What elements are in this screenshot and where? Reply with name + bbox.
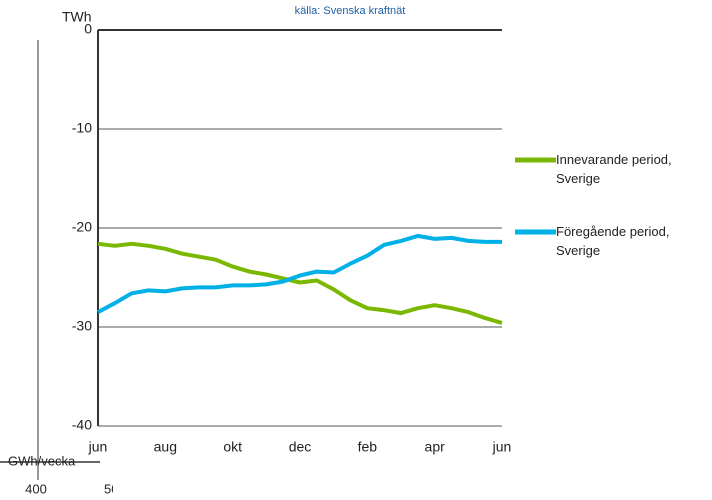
x-tick-label: apr xyxy=(425,439,446,455)
annotation: GWh/vecka xyxy=(8,453,76,468)
legend-label: Innevarande period, Sverige xyxy=(556,152,672,186)
source: källa: Svenska kraftnät xyxy=(295,5,406,17)
annotation: 400 xyxy=(25,481,47,496)
y-tick-label: 0 xyxy=(84,21,92,37)
x-tick-label: okt xyxy=(223,439,242,455)
x-tick-label: aug xyxy=(154,439,177,455)
x-tick-label: dec xyxy=(289,439,312,455)
y-tick-label: -30 xyxy=(72,318,92,334)
y-tick-label: -40 xyxy=(72,417,92,433)
series-line xyxy=(97,241,503,325)
x-tick-label: feb xyxy=(358,439,378,455)
y-tick-label: -10 xyxy=(72,120,92,136)
y-axis-label: TWh xyxy=(62,9,92,25)
legend-label: Föregående period, Sverige xyxy=(556,224,670,258)
y-tick-label: -20 xyxy=(72,219,92,235)
annotation: 500 xyxy=(104,481,126,496)
series-line xyxy=(97,233,502,314)
x-tick-label: jun xyxy=(88,439,108,455)
x-tick-label: jun xyxy=(492,439,512,455)
